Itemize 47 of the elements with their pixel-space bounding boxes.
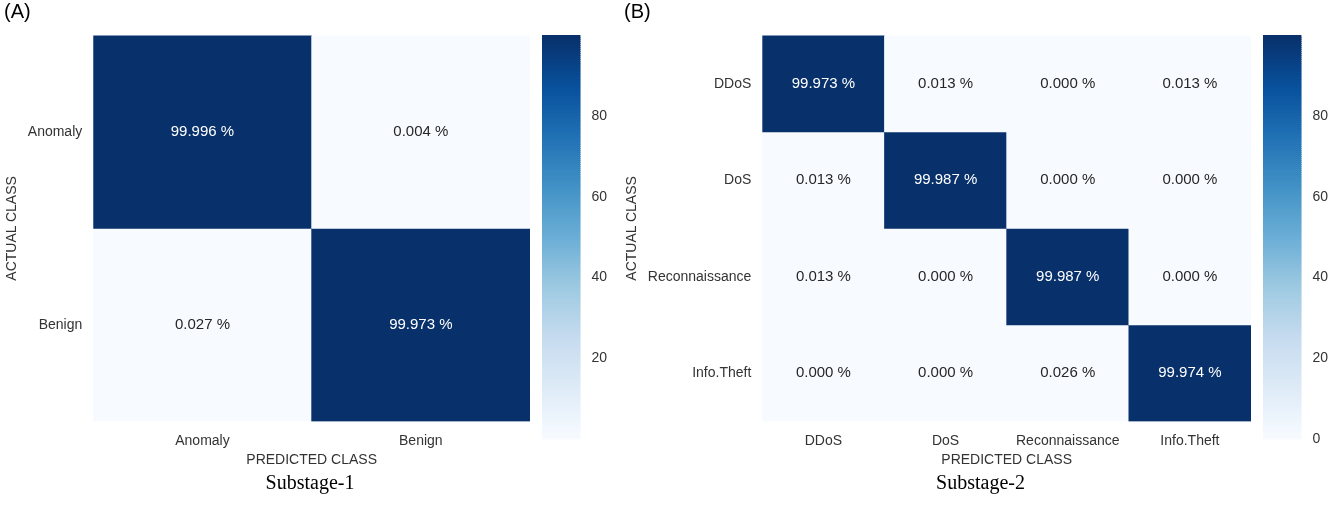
data-label: 0.013 % xyxy=(918,73,974,91)
data-label: 0.000 % xyxy=(918,266,974,284)
color-bar-label: 40 xyxy=(591,268,608,285)
data-label: 0.000 % xyxy=(1040,170,1096,188)
y-tick-label: DDoS xyxy=(713,74,752,91)
x-tick-label: DoS xyxy=(931,431,960,448)
text: Substage-2 xyxy=(935,471,1026,494)
chart-title: (A) xyxy=(3,0,32,24)
data-label: 0.013 % xyxy=(1162,73,1218,91)
data-label: 0.000 % xyxy=(918,363,974,381)
y-tick-label: DoS xyxy=(724,171,752,188)
y-axis-title: ACTUAL CLASS xyxy=(3,176,20,281)
data-label: 99.973 % xyxy=(389,315,453,333)
y-tick-label: Reconnaissance xyxy=(647,267,752,284)
data-label: 0.000 % xyxy=(1162,266,1218,284)
x-tick-label: Reconnaissance xyxy=(1015,431,1120,448)
x-tick-label: Anomaly xyxy=(175,431,230,448)
color-bar-label: 40 xyxy=(1312,268,1329,285)
data-label: 0.000 % xyxy=(1040,73,1096,91)
data-label: 0.004 % xyxy=(393,122,449,140)
color-bar-label: 80 xyxy=(1312,106,1329,123)
x-tick-label: Info.Theft xyxy=(1160,431,1220,448)
x-tick-label: Benign xyxy=(399,431,443,448)
x-tick-label: DDoS xyxy=(804,431,843,448)
data-label: 0.013 % xyxy=(795,170,851,188)
data-label: 0.026 % xyxy=(1040,363,1096,381)
color-bar-label: 0 xyxy=(1312,429,1321,446)
data-label: 99.987 % xyxy=(1036,266,1100,284)
data-label: 99.973 % xyxy=(791,73,856,91)
y-tick-label: Info.Theft xyxy=(692,364,752,381)
data-label: 99.974 % xyxy=(1158,363,1222,381)
color-bar-label: 80 xyxy=(591,106,608,123)
data-label: 0.027 % xyxy=(174,315,230,333)
data-label: 0.013 % xyxy=(795,266,851,284)
x-axis-title: PREDICTED CLASS xyxy=(246,451,377,468)
data-label: 0.000 % xyxy=(1162,170,1218,188)
color-bar-label: 20 xyxy=(591,349,608,366)
text: Substage-1 xyxy=(264,471,356,494)
chart-title: (B) xyxy=(623,0,652,24)
color-bar-label: 60 xyxy=(1312,187,1329,204)
x-axis-title: PREDICTED CLASS xyxy=(941,451,1073,468)
color-bar-label: 60 xyxy=(591,187,608,204)
color-bar-label: 20 xyxy=(1312,349,1329,366)
y-axis-title: ACTUAL CLASS xyxy=(623,176,640,281)
data-label: 99.987 % xyxy=(913,170,978,188)
data-label: 0.000 % xyxy=(795,363,851,381)
data-label: 99.996 % xyxy=(170,122,235,140)
